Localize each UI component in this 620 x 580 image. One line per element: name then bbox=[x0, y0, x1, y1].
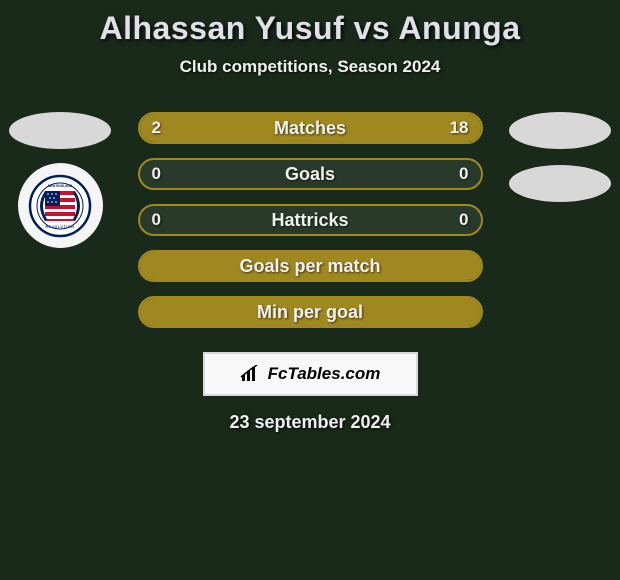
player-right-team-badge bbox=[509, 165, 611, 202]
stat-row-hattricks: 0 Hattricks 0 bbox=[138, 204, 483, 236]
chart-icon bbox=[240, 365, 262, 383]
stat-row-mpg: Min per goal bbox=[138, 296, 483, 328]
stats-grid: NEW ENGLAND REVOLUTION bbox=[0, 112, 620, 328]
player-left-team-badge: NEW ENGLAND REVOLUTION bbox=[18, 163, 103, 248]
stat-label: Matches bbox=[140, 114, 481, 142]
stat-value-right: 0 bbox=[447, 160, 480, 188]
player-left-avatar bbox=[9, 112, 111, 149]
snapshot-date: 23 september 2024 bbox=[229, 412, 390, 433]
right-player-column bbox=[500, 112, 620, 328]
team-crest-icon: NEW ENGLAND REVOLUTION bbox=[25, 171, 95, 241]
stat-value-right: 18 bbox=[438, 114, 481, 142]
stat-value-right: 0 bbox=[447, 206, 480, 234]
stat-row-gpm: Goals per match bbox=[138, 250, 483, 282]
brand-box[interactable]: FcTables.com bbox=[203, 352, 418, 396]
stat-label: Hattricks bbox=[140, 206, 481, 234]
stat-bars: 2 Matches 18 0 Goals 0 0 Hattricks 0 Goa… bbox=[120, 112, 500, 328]
comparison-title: Alhassan Yusuf vs Anunga bbox=[100, 10, 521, 47]
left-player-column: NEW ENGLAND REVOLUTION bbox=[0, 112, 120, 328]
stat-label: Goals per match bbox=[140, 252, 481, 280]
player-right-avatar bbox=[509, 112, 611, 149]
stat-label: Goals bbox=[140, 160, 481, 188]
stat-row-goals: 0 Goals 0 bbox=[138, 158, 483, 190]
svg-text:NEW ENGLAND: NEW ENGLAND bbox=[48, 184, 73, 188]
svg-text:REVOLUTION: REVOLUTION bbox=[46, 225, 75, 229]
stat-row-matches: 2 Matches 18 bbox=[138, 112, 483, 144]
brand-text: FcTables.com bbox=[268, 364, 381, 384]
comparison-subtitle: Club competitions, Season 2024 bbox=[180, 57, 441, 77]
stat-label: Min per goal bbox=[140, 298, 481, 326]
